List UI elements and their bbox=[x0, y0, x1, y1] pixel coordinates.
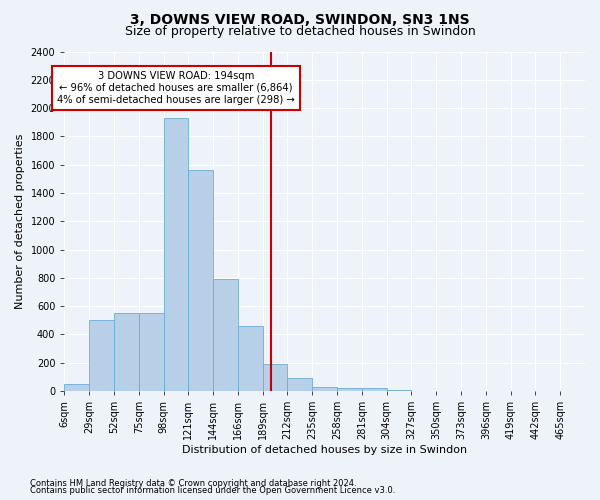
X-axis label: Distribution of detached houses by size in Swindon: Distribution of detached houses by size … bbox=[182, 445, 467, 455]
Bar bbox=[263, 364, 287, 391]
Y-axis label: Number of detached properties: Number of detached properties bbox=[15, 134, 25, 309]
Bar bbox=[114, 313, 139, 391]
Bar bbox=[188, 170, 213, 391]
Text: Size of property relative to detached houses in Swindon: Size of property relative to detached ho… bbox=[125, 25, 475, 38]
Text: Contains public sector information licensed under the Open Government Licence v3: Contains public sector information licen… bbox=[30, 486, 395, 495]
Bar bbox=[213, 280, 238, 391]
Text: 3, DOWNS VIEW ROAD, SWINDON, SN3 1NS: 3, DOWNS VIEW ROAD, SWINDON, SN3 1NS bbox=[130, 12, 470, 26]
Bar bbox=[312, 387, 337, 391]
Bar bbox=[64, 384, 89, 391]
Bar bbox=[337, 388, 362, 391]
Text: Contains HM Land Registry data © Crown copyright and database right 2024.: Contains HM Land Registry data © Crown c… bbox=[30, 478, 356, 488]
Bar bbox=[362, 388, 386, 391]
Bar bbox=[164, 118, 188, 391]
Bar bbox=[287, 378, 312, 391]
Bar bbox=[89, 320, 114, 391]
Text: 3 DOWNS VIEW ROAD: 194sqm
← 96% of detached houses are smaller (6,864)
4% of sem: 3 DOWNS VIEW ROAD: 194sqm ← 96% of detac… bbox=[57, 72, 295, 104]
Bar bbox=[238, 326, 263, 391]
Bar bbox=[386, 390, 412, 391]
Bar bbox=[139, 313, 164, 391]
